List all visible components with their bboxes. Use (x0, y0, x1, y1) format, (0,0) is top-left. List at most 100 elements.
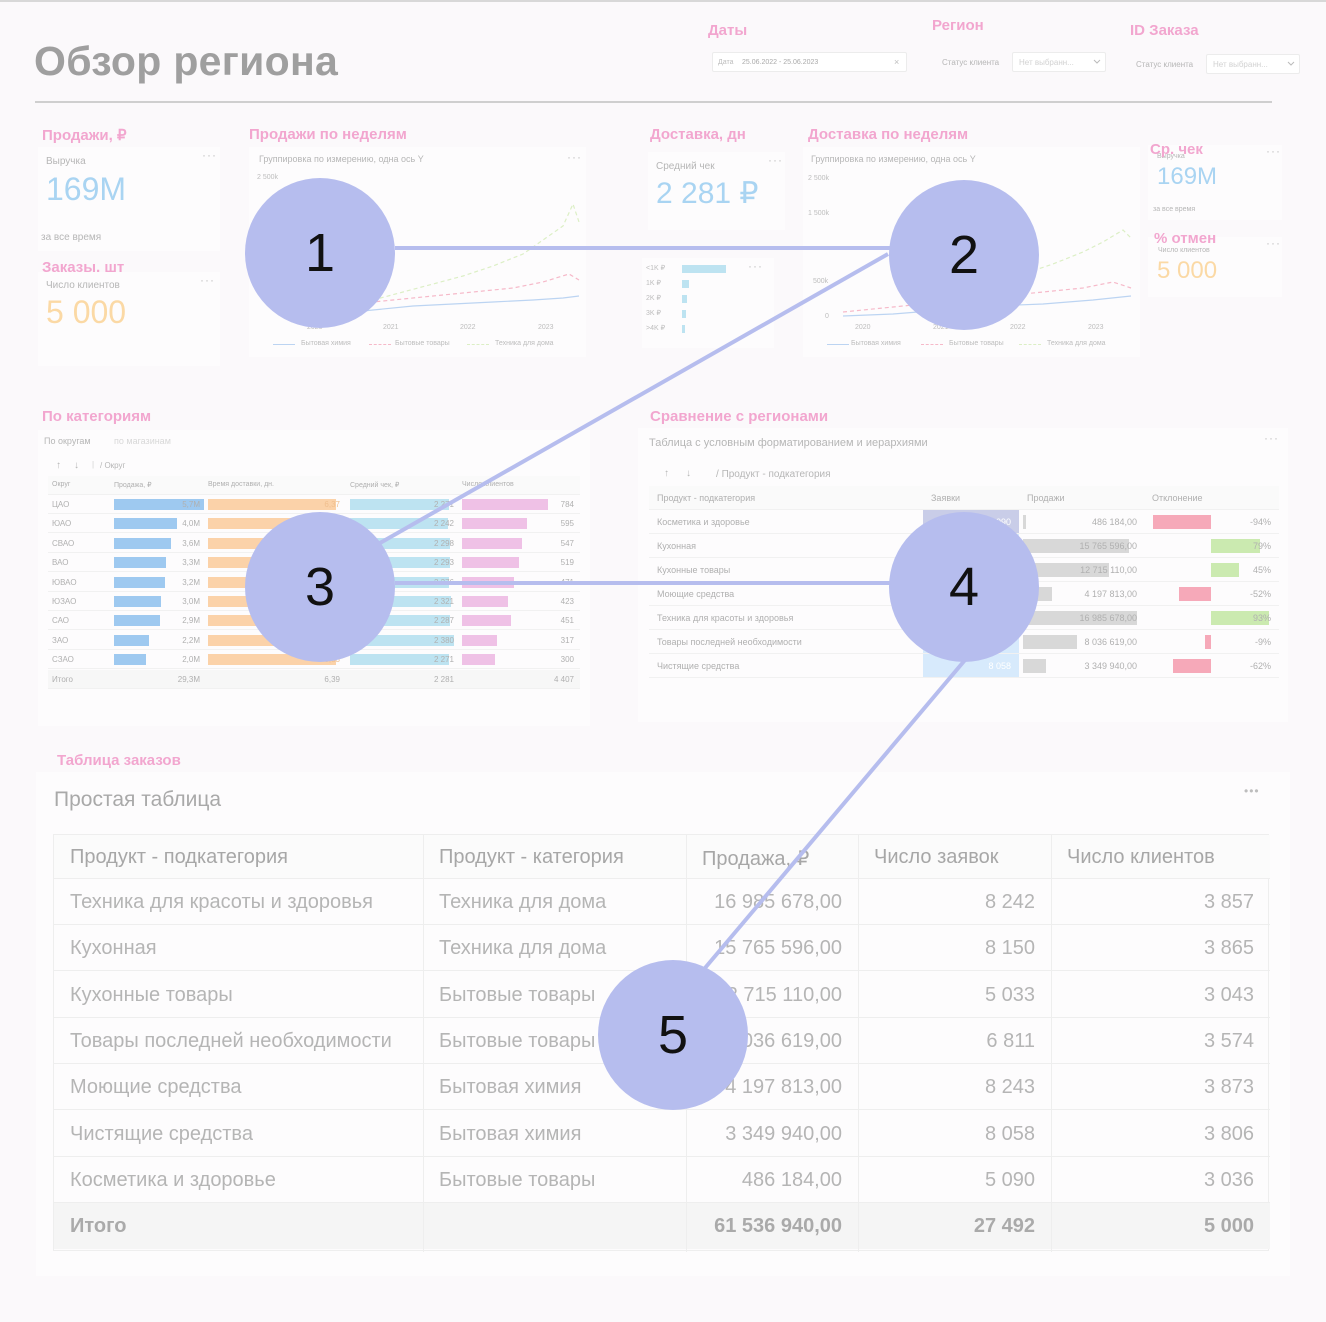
clients-count: 3 806 (1203, 1122, 1254, 1145)
more-icon[interactable]: ··· (768, 153, 783, 167)
column-header: Продажа, ₽ (702, 848, 810, 870)
compare-subtitle: Таблица с условным форматированием и иер… (649, 437, 928, 449)
product-subcategory: Товары последней необходимости (657, 637, 802, 647)
district-name: ЦАО (52, 500, 70, 509)
avg-check-caption: за все время (1153, 206, 1196, 213)
cancel-value: 5 000 (1157, 257, 1218, 284)
orders-count: 8 058 (984, 1122, 1035, 1145)
sales-bar (1023, 515, 1026, 529)
column-header: Продукт - подкатегория (70, 846, 288, 868)
sales-bar (114, 654, 146, 666)
more-icon[interactable]: ··· (748, 259, 763, 273)
clients-value: 595 (560, 519, 574, 529)
clients-bar (462, 615, 511, 627)
more-icon[interactable]: ··· (1266, 144, 1281, 158)
table-row[interactable]: Чистящие средства Бытовая химия 3 349 940,… (54, 1111, 1270, 1157)
product-category: Техника для дома (439, 937, 607, 960)
date-range-value: 25.06.2022 - 25.06.2023 (742, 59, 819, 66)
dist-label: >4K ₽ (646, 325, 666, 332)
district-name: ЗАО (52, 635, 69, 645)
sales-bar (114, 576, 165, 588)
cancel-card: Число клиентов 5 000 ··· (1148, 237, 1282, 297)
more-icon[interactable]: ··· (202, 148, 217, 162)
legend-item: Бытовая химия (301, 340, 351, 347)
table-total-row: Итого 61 536 940,00 27 492 5 000 (54, 1203, 1270, 1250)
sales-value: 15 765 596,00 (714, 937, 842, 960)
sales-bar (1023, 635, 1077, 649)
sales-value: 3,3M (182, 558, 200, 568)
product-subcategory: Чистящие средства (70, 1122, 253, 1145)
table-row[interactable]: Товары последней необходимости Бытовые то… (54, 1018, 1270, 1064)
table-row[interactable]: Техника для красоты и здоровья Техника дл… (54, 879, 1270, 925)
deviation-value: -94% (1249, 517, 1271, 527)
product-subcategory: Товары последней необходимости (70, 1029, 392, 1052)
table-row[interactable]: Косметика и здоровье Бытовые товары 486 18… (54, 1157, 1270, 1203)
deviation-value: -52% (1249, 589, 1271, 599)
avg-check-value: 2 293 (433, 558, 454, 568)
weekly-sales-xtick: 2021 (383, 324, 399, 331)
tab-districts[interactable]: По округам (44, 436, 91, 446)
more-icon[interactable]: ··· (1264, 431, 1279, 445)
product-category: Бытовые товары (439, 983, 596, 1006)
more-icon[interactable]: ··· (1266, 236, 1281, 250)
more-icon[interactable]: ··· (567, 150, 582, 164)
column-divider (858, 835, 859, 1252)
deviation-bar (1153, 515, 1211, 529)
order-id-select[interactable]: Нет выбранн... (1206, 54, 1300, 74)
avg-check-value: 2 242 (433, 519, 454, 529)
total-avg-check: 2 281 (433, 674, 454, 684)
orders-value: 8 058 (988, 661, 1011, 671)
table-row[interactable]: Моющие средства Бытовая химия 4 197 813,00… (54, 1064, 1270, 1111)
more-icon[interactable]: ••• (1244, 784, 1260, 798)
orders-kpi-card: Число клиентов 5 000 ··· (38, 272, 220, 366)
avg-check-value: 169M (1157, 163, 1218, 190)
legend-item: Бытовые товары (395, 340, 450, 347)
sales-bar (1023, 563, 1109, 577)
weekly-delivery-subtitle: Группировка по измерению, одна ось Y (811, 154, 976, 164)
avg-check-bar (350, 596, 451, 607)
sales-value: 12 715 110,00 (1080, 565, 1137, 575)
avg-check-card: Выручка 169M за все время ··· (1148, 145, 1282, 220)
weekly-delivery-ytick: 1 500k (808, 210, 830, 217)
product-subcategory: Техника для красоты и здоровья (657, 613, 794, 623)
more-icon[interactable]: ··· (200, 273, 215, 287)
chevron-down-icon (1093, 59, 1101, 64)
avg-check-value: 2 271 (433, 655, 454, 665)
avg-check-bar (350, 518, 448, 530)
date-range-input[interactable]: Дата 25.06.2022 - 25.06.2023 × (712, 52, 907, 72)
column-header: Продажа, ₽ (114, 482, 152, 489)
sales-value: 16 985 678,00 (714, 891, 842, 913)
deviation-value: 45% (1252, 565, 1271, 575)
order-id-field-label: Статус клиента (1136, 60, 1194, 69)
region-select[interactable]: Нет выбранн... (1012, 52, 1106, 72)
deviation-value: -62% (1249, 661, 1271, 671)
sales-value: 3 349 940,00 (725, 1122, 842, 1145)
sort-asc-icon[interactable]: ↑ (56, 460, 61, 471)
sales-kpi-value: 169M (46, 171, 127, 207)
sort-asc-icon[interactable]: ↑ (664, 468, 669, 479)
avg-check-value: 2 287 (433, 616, 454, 626)
product-subcategory: Техника для красоты и здоровья (70, 891, 373, 913)
orders-count: 5 033 (984, 983, 1035, 1006)
product-subcategory: Кухонная (657, 541, 696, 551)
total-orders: 27 492 (973, 1215, 1035, 1238)
order-id-filter-title: ID Заказа (1130, 22, 1199, 39)
sort-desc-icon[interactable]: ↓ (74, 460, 79, 471)
deviation-value: 79% (1252, 541, 1271, 551)
delivery-value: 6,37 (324, 500, 340, 509)
column-divider (1051, 835, 1052, 1252)
avg-check-bar (350, 615, 450, 627)
clients-bar (462, 654, 495, 666)
sort-desc-icon[interactable]: ↓ (686, 468, 691, 479)
dist-label: 3K ₽ (646, 310, 661, 317)
legend-swatch (467, 344, 489, 345)
orders-count: 5 090 (984, 1168, 1035, 1191)
tab-stores[interactable]: по магазинам (114, 436, 171, 446)
title-divider (35, 101, 1272, 103)
sales-value: 2,9M (182, 616, 200, 626)
sales-bar (114, 615, 160, 627)
column-header: Число клиентов (1067, 846, 1215, 868)
total-label: Итого (70, 1215, 127, 1238)
weekly-delivery-ytick: 0 (825, 313, 829, 320)
clear-icon[interactable]: × (894, 57, 900, 67)
